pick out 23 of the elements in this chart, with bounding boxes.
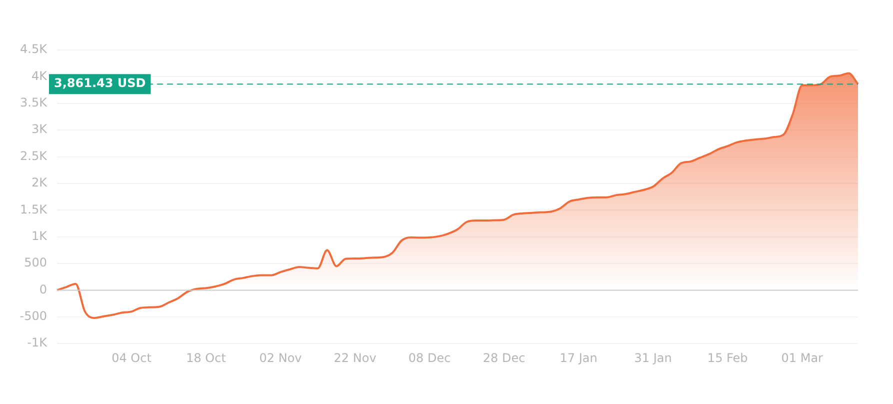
x-tick-label: 04 Oct [112, 350, 152, 365]
y-tick-label: 1.5K [20, 202, 48, 216]
x-tick-label: 18 Oct [186, 350, 226, 365]
x-tick-label: 08 Dec [408, 350, 451, 365]
y-tick-label: 3K [31, 122, 48, 136]
y-tick-label: 3.5K [20, 96, 48, 110]
y-tick-label: 2K [31, 176, 48, 190]
x-tick-label: 17 Jan [560, 350, 598, 365]
x-tick-label: 01 Mar [781, 350, 824, 365]
y-tick-label: -500 [20, 309, 47, 324]
x-tick-label: 02 Nov [259, 350, 302, 365]
x-tick-label: 15 Feb [707, 350, 748, 365]
x-tick-label: 22 Nov [334, 350, 376, 365]
x-tick-label: 28 Dec [482, 350, 526, 365]
y-tick-label: 1K [31, 228, 48, 243]
y-tick-label: 4.5K [20, 42, 48, 56]
y-tick-label: 2.5K [20, 148, 48, 163]
y-tick-label: 500 [24, 256, 47, 270]
ref-line-label: 3,861.43 USD [54, 76, 146, 90]
y-tick-label: 0 [39, 282, 47, 296]
y-tick-label: 4K [31, 68, 48, 83]
y-tick-label: -1K [27, 336, 48, 350]
x-tick-label: 31 Jan [634, 350, 672, 365]
